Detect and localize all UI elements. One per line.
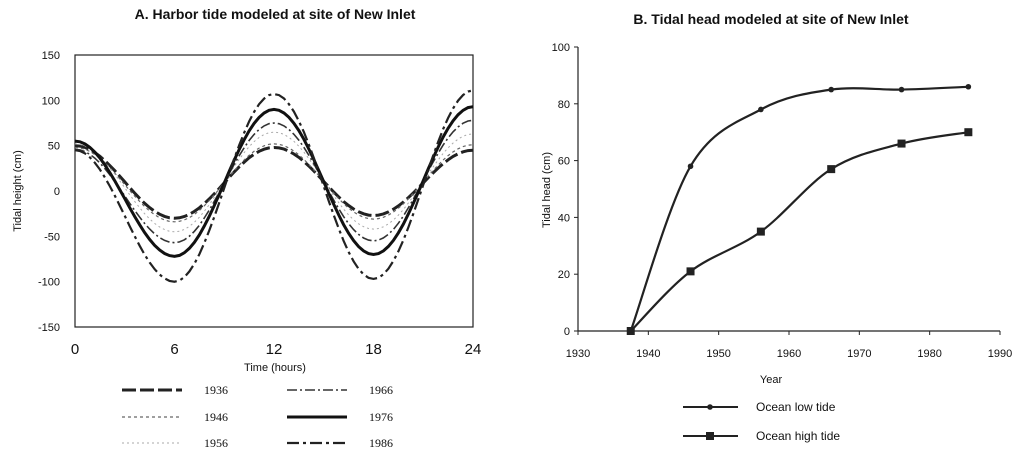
panel-a-ylabel: Tidal height (cm) bbox=[12, 150, 24, 232]
marker-high-tide bbox=[686, 267, 695, 276]
marker-low-tide bbox=[687, 163, 694, 170]
series-line-ocean-high-tide bbox=[629, 131, 969, 332]
series-line-1976 bbox=[74, 105, 474, 258]
series-line-1966 bbox=[74, 119, 474, 244]
series-line-1946 bbox=[74, 143, 474, 223]
legend-marker-low-tide bbox=[707, 404, 713, 410]
marker-low-tide bbox=[828, 86, 834, 93]
panel-b-ytick-label: 40 bbox=[558, 212, 570, 224]
panel-b-ytick-label: 100 bbox=[552, 42, 570, 54]
panel-a-ytick-label: -50 bbox=[44, 231, 60, 243]
panel-b-xtick-label: 1970 bbox=[847, 348, 871, 360]
series-line-1956 bbox=[74, 131, 474, 233]
panel-b-ytick-label: 80 bbox=[558, 99, 570, 111]
panel-a-title: A. Harbor tide modeled at site of New In… bbox=[135, 6, 416, 22]
legend-label-1976: 1976 bbox=[369, 410, 393, 424]
panel-a-xtick-label: 12 bbox=[266, 341, 283, 358]
legend-marker-high-tide bbox=[706, 432, 714, 440]
panel-b-ylabel: Tidal head (cm) bbox=[541, 152, 553, 228]
panel-a-xtick-label: 6 bbox=[170, 341, 178, 358]
legend-label-1986: 1986 bbox=[369, 436, 393, 450]
marker-low-tide bbox=[965, 83, 972, 90]
marker-high-tide bbox=[964, 128, 973, 137]
panel-a-frame bbox=[74, 54, 474, 328]
panel-a-ytick-label: 150 bbox=[42, 50, 60, 62]
panel-b: B. Tidal head modeled at site of New Inl… bbox=[541, 11, 1012, 443]
legend-label-1936: 1936 bbox=[204, 383, 228, 397]
panel-a-xlabel: Time (hours) bbox=[244, 362, 306, 374]
marker-high-tide bbox=[626, 327, 635, 335]
panel-b-xtick-label: 1980 bbox=[917, 348, 941, 360]
panel-b-ytick-label: 0 bbox=[564, 326, 570, 338]
series-line-ocean-low-tide bbox=[629, 85, 969, 332]
panel-b-xtick-label: 1960 bbox=[777, 348, 801, 360]
panel-b-xtick-label: 1940 bbox=[636, 348, 660, 360]
panel-a-xtick-label: 24 bbox=[465, 341, 482, 358]
panel-b-legend: Ocean low tide Ocean high tide bbox=[683, 400, 840, 443]
series-line-1986 bbox=[74, 89, 474, 283]
panel-a-ytick-label: -100 bbox=[38, 277, 60, 289]
marker-high-tide bbox=[827, 165, 836, 174]
panel-b-title: B. Tidal head modeled at site of New Inl… bbox=[633, 11, 908, 27]
panel-a-xtick-label: 0 bbox=[71, 341, 79, 358]
panel-a-ytick-label: -150 bbox=[38, 322, 60, 334]
marker-low-tide bbox=[898, 86, 905, 93]
legend-label-1956: 1956 bbox=[204, 436, 228, 450]
marker-high-tide bbox=[897, 139, 906, 148]
panel-a-xtick-label: 18 bbox=[365, 341, 382, 358]
panel-a-legend: 1936 1946 1956 1966 1976 1986 bbox=[122, 383, 393, 450]
marker-low-tide bbox=[758, 106, 764, 113]
panel-a-ytick-label: 50 bbox=[48, 141, 60, 153]
series-line-1936 bbox=[74, 144, 474, 220]
panel-a-ytick-label: 0 bbox=[54, 186, 60, 198]
panel-b-xtick-label: 1950 bbox=[706, 348, 730, 360]
legend-label-ocean-high-tide: Ocean high tide bbox=[756, 429, 840, 443]
legend-label-ocean-low-tide: Ocean low tide bbox=[756, 400, 836, 414]
legend-label-1946: 1946 bbox=[204, 410, 228, 424]
panel-b-xtick-label: 1930 bbox=[566, 348, 590, 360]
panel-b-ytick-label: 60 bbox=[558, 156, 570, 168]
legend-label-1966: 1966 bbox=[369, 383, 393, 397]
panel-a: A. Harbor tide modeled at site of New In… bbox=[12, 6, 481, 450]
panel-b-xtick-label: 1990 bbox=[988, 348, 1012, 360]
marker-high-tide bbox=[756, 227, 765, 236]
panel-a-ytick-label: 100 bbox=[42, 95, 60, 107]
panel-b-ytick-label: 20 bbox=[558, 269, 570, 281]
panel-b-xlabel: Year bbox=[760, 374, 783, 386]
